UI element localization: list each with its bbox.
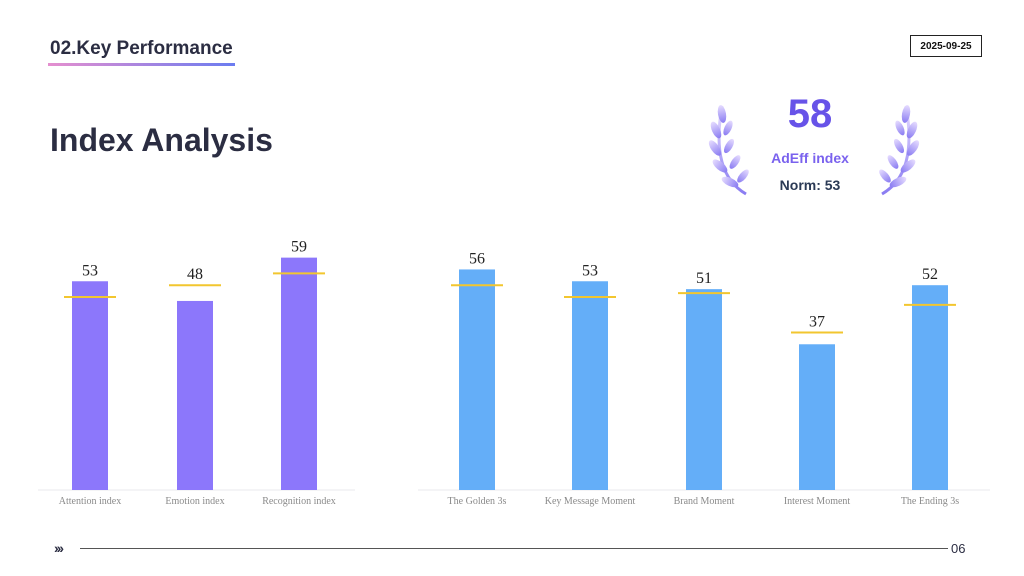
page-title: Index Analysis	[50, 122, 273, 158]
date-badge: 2025-09-25	[910, 35, 982, 57]
footer-arrows: ›››	[54, 540, 64, 556]
laurel-right-icon	[879, 105, 920, 196]
category-label-2-4: Interest Moment	[784, 496, 851, 507]
data-label-1-1: 53	[82, 262, 98, 279]
data-label-1-3: 59	[291, 239, 307, 256]
bar-1-2	[177, 300, 213, 490]
category-label-1-3: Recognition index	[262, 496, 336, 507]
category-label-1-1: Attention index	[59, 496, 122, 507]
bar-2-4	[799, 344, 835, 490]
page-number: 06	[951, 541, 966, 556]
bar-2-2	[572, 281, 608, 490]
category-label-2-5: The Ending 3s	[901, 496, 959, 507]
data-label-2-4: 37	[809, 313, 825, 330]
bar-2-1	[459, 269, 495, 490]
bar-2-5	[912, 285, 948, 490]
adeff-score-value: 58	[787, 92, 833, 136]
data-label-1-2: 48	[187, 266, 203, 283]
norm-label: Norm: 53	[779, 177, 841, 193]
bar-1-3	[281, 257, 317, 490]
category-label-2-3: Brand Moment	[674, 496, 735, 507]
data-label-2-5: 52	[922, 266, 938, 283]
category-label-1-2: Emotion index	[165, 496, 224, 507]
section-label: 02.Key Performance	[50, 38, 233, 59]
footer-line	[80, 548, 948, 549]
adeff-score-label: AdEff index	[771, 150, 849, 166]
data-label-2-1: 56	[469, 250, 485, 267]
bar-1-1	[72, 281, 108, 490]
data-label-2-3: 51	[696, 270, 712, 287]
section-underline	[48, 63, 235, 66]
bar-2-3	[686, 289, 722, 490]
data-label-2-2: 53	[582, 262, 598, 279]
category-label-2-2: Key Message Moment	[545, 496, 636, 507]
category-label-2-1: The Golden 3s	[448, 496, 507, 507]
laurel-left-icon	[708, 105, 749, 196]
